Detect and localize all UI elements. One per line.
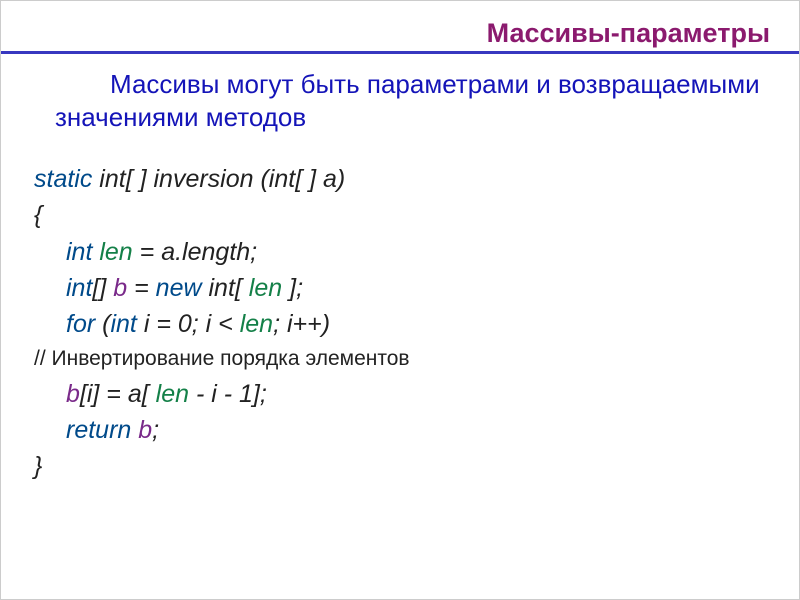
slide-title: Массивы-параметры <box>487 18 770 49</box>
kw-new: new <box>156 274 202 302</box>
brace-close: } <box>34 448 770 484</box>
b-eq: = <box>127 274 156 302</box>
ident-len-3: len <box>240 310 273 338</box>
code-comment: // Инвертирование порядка элементов <box>34 344 770 373</box>
for-open: ( <box>95 310 110 338</box>
for-rest1: i = 0; i < <box>137 310 240 338</box>
code-assign: b[i] = a[ len - i - 1]; <box>34 376 770 412</box>
ident-b-1: b <box>106 274 127 302</box>
kw-for: for <box>66 310 95 338</box>
title-underline <box>0 51 800 54</box>
intro-text: Массивы могут быть параметрами и возвращ… <box>55 68 760 133</box>
code-return: return b; <box>34 412 770 448</box>
b-end: ]; <box>282 274 303 302</box>
for-rest2: ; i++) <box>273 310 330 338</box>
b-brackets: [] <box>92 274 106 302</box>
code-for: for (int i = 0; i < len; i++) <box>34 306 770 342</box>
code-len-decl: int len = a.length; <box>34 234 770 270</box>
code-b-decl: int[] b = new int[ len ]; <box>34 270 770 306</box>
kw-int-2: int <box>66 274 92 302</box>
brace-open: { <box>34 197 770 233</box>
kw-int-3: int <box>110 310 136 338</box>
ident-len-2: len <box>249 274 282 302</box>
sig-rest: int[ ] inversion (int[ ] a) <box>92 165 345 193</box>
ret-end: ; <box>152 416 159 444</box>
ident-len-4: len <box>156 380 189 408</box>
b-decl: int[ <box>202 274 249 302</box>
assign-mid1: [i] = a[ <box>80 380 156 408</box>
ident-b-2: b <box>66 380 80 408</box>
len-rest: = a.length; <box>133 238 257 266</box>
ident-b-3: b <box>138 416 152 444</box>
kw-static: static <box>34 165 92 193</box>
kw-return: return <box>66 416 131 444</box>
code-block: static int[ ] inversion (int[ ] a) { int… <box>34 161 770 484</box>
assign-mid2: - i - 1]; <box>189 380 267 408</box>
code-signature: static int[ ] inversion (int[ ] a) <box>34 161 770 197</box>
ident-len-1: len <box>92 238 132 266</box>
kw-int-1: int <box>66 238 92 266</box>
